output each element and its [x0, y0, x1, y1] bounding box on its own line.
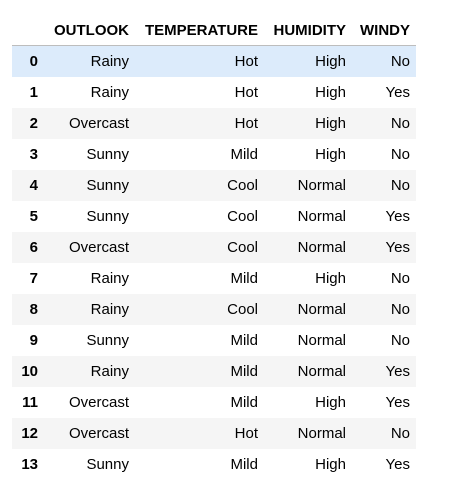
- temperature-cell: Cool: [227, 208, 258, 225]
- column-header-windy[interactable]: WINDY: [352, 15, 416, 46]
- table-row[interactable]: 2 Overcast Hot High No: [12, 108, 416, 139]
- outlook-cell: Sunny: [86, 456, 129, 473]
- table-row[interactable]: 13 Sunny Mild High Yes: [12, 449, 416, 480]
- temperature-cell: Mild: [230, 332, 258, 349]
- windy-cell: No: [390, 177, 410, 194]
- table-row[interactable]: 5 Sunny Cool Normal Yes: [12, 201, 416, 232]
- humidity-cell: Normal: [297, 301, 346, 318]
- humidity-cell: High: [315, 394, 346, 411]
- humidity-cell: High: [315, 270, 346, 287]
- row-index: 8: [29, 301, 38, 318]
- row-index: 13: [21, 456, 38, 473]
- outlook-cell: Overcast: [68, 394, 129, 411]
- outlook-cell: Sunny: [86, 177, 129, 194]
- table-row[interactable]: 8 Rainy Cool Normal No: [12, 294, 416, 325]
- row-index: 5: [29, 208, 38, 225]
- temperature-cell: Mild: [230, 270, 258, 287]
- humidity-cell: Normal: [297, 363, 346, 380]
- outlook-cell: Rainy: [90, 84, 129, 101]
- temperature-cell: Mild: [230, 363, 258, 380]
- temperature-cell: Hot: [234, 84, 258, 101]
- humidity-cell: High: [315, 146, 346, 163]
- humidity-cell: Normal: [297, 425, 346, 442]
- table-row[interactable]: 11 Overcast Mild High Yes: [12, 387, 416, 418]
- windy-cell: No: [390, 115, 410, 132]
- column-header-temperature[interactable]: TEMPERATURE: [135, 15, 264, 46]
- table-row[interactable]: 9 Sunny Mild Normal No: [12, 325, 416, 356]
- humidity-cell: Normal: [297, 208, 346, 225]
- windy-cell: Yes: [385, 84, 410, 101]
- outlook-cell: Sunny: [86, 332, 129, 349]
- windy-cell: Yes: [385, 394, 410, 411]
- row-index: 7: [29, 270, 38, 287]
- column-header-outlook[interactable]: OUTLOOK: [44, 15, 135, 46]
- index-column-header: [12, 15, 44, 46]
- temperature-cell: Mild: [230, 394, 258, 411]
- table-header: OUTLOOK TEMPERATURE HUMIDITY WINDY: [12, 15, 416, 46]
- outlook-cell: Overcast: [68, 425, 129, 442]
- table-row[interactable]: 0 Rainy Hot High No: [12, 45, 416, 77]
- windy-cell: No: [390, 425, 410, 442]
- dataframe-table-container: OUTLOOK TEMPERATURE HUMIDITY WINDY 0 Rain…: [12, 15, 416, 480]
- outlook-cell: Overcast: [68, 239, 129, 256]
- outlook-cell: Sunny: [86, 146, 129, 163]
- row-index: 2: [29, 115, 38, 132]
- windy-cell: No: [390, 146, 410, 163]
- humidity-cell: Normal: [297, 332, 346, 349]
- windy-cell: Yes: [385, 456, 410, 473]
- column-header-humidity[interactable]: HUMIDITY: [264, 15, 352, 46]
- humidity-cell: High: [315, 53, 346, 70]
- temperature-cell: Mild: [230, 456, 258, 473]
- row-index: 10: [21, 363, 38, 380]
- windy-cell: No: [390, 301, 410, 318]
- header-row: OUTLOOK TEMPERATURE HUMIDITY WINDY: [12, 15, 416, 46]
- row-index: 3: [29, 146, 38, 163]
- humidity-cell: High: [315, 84, 346, 101]
- temperature-cell: Hot: [234, 425, 258, 442]
- table-row[interactable]: 12 Overcast Hot Normal No: [12, 418, 416, 449]
- outlook-cell: Rainy: [90, 53, 129, 70]
- outlook-cell: Sunny: [86, 208, 129, 225]
- table-row[interactable]: 1 Rainy Hot High Yes: [12, 77, 416, 108]
- outlook-cell: Overcast: [68, 115, 129, 132]
- table-row[interactable]: 10 Rainy Mild Normal Yes: [12, 356, 416, 387]
- outlook-cell: Rainy: [90, 270, 129, 287]
- humidity-cell: High: [315, 456, 346, 473]
- row-index: 12: [21, 425, 38, 442]
- temperature-cell: Hot: [234, 115, 258, 132]
- windy-cell: Yes: [385, 208, 410, 225]
- row-index: 1: [29, 84, 38, 101]
- table-row[interactable]: 6 Overcast Cool Normal Yes: [12, 232, 416, 263]
- temperature-cell: Cool: [227, 239, 258, 256]
- temperature-cell: Cool: [227, 301, 258, 318]
- humidity-cell: High: [315, 115, 346, 132]
- outlook-cell: Rainy: [90, 301, 129, 318]
- windy-cell: No: [390, 270, 410, 287]
- outlook-cell: Rainy: [90, 363, 129, 380]
- windy-cell: Yes: [385, 363, 410, 380]
- dataframe-table: OUTLOOK TEMPERATURE HUMIDITY WINDY 0 Rain…: [12, 15, 416, 480]
- table-row[interactable]: 7 Rainy Mild High No: [12, 263, 416, 294]
- humidity-cell: Normal: [297, 239, 346, 256]
- windy-cell: Yes: [385, 239, 410, 256]
- windy-cell: No: [390, 53, 410, 70]
- row-index: 0: [29, 53, 38, 70]
- row-index: 11: [22, 394, 38, 411]
- row-index: 6: [29, 239, 38, 256]
- table-body: 0 Rainy Hot High No 1 Rainy Hot High Yes 2 Overcast…: [12, 45, 416, 480]
- table-row[interactable]: 3 Sunny Mild High No: [12, 139, 416, 170]
- row-index: 9: [29, 332, 38, 349]
- temperature-cell: Mild: [230, 146, 258, 163]
- humidity-cell: Normal: [297, 177, 346, 194]
- temperature-cell: Cool: [227, 177, 258, 194]
- table-row[interactable]: 4 Sunny Cool Normal No: [12, 170, 416, 201]
- temperature-cell: Hot: [234, 53, 258, 70]
- windy-cell: No: [390, 332, 410, 349]
- row-index: 4: [29, 177, 38, 194]
